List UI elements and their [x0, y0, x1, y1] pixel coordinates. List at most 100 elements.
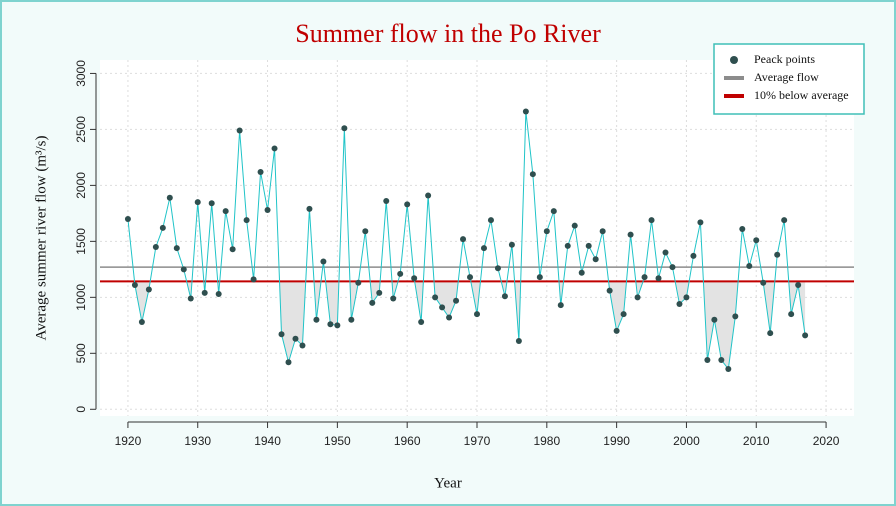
data-point	[648, 217, 655, 224]
data-point	[634, 294, 641, 301]
x-tick-label: 1980	[533, 434, 560, 448]
data-point	[292, 335, 299, 342]
data-line	[127, 111, 806, 371]
data-point	[404, 201, 411, 208]
legend-label: Peack points	[754, 52, 815, 66]
data-point	[557, 302, 564, 309]
data-point	[425, 192, 432, 199]
data-point	[494, 265, 501, 272]
data-point	[536, 274, 543, 281]
legend-marker	[730, 56, 738, 64]
data-point	[327, 321, 334, 328]
data-point	[585, 242, 592, 249]
data-point	[313, 316, 320, 323]
data-point	[795, 282, 802, 289]
data-point	[599, 228, 606, 235]
data-point	[767, 330, 774, 337]
y-tick-label: 2000	[74, 172, 88, 199]
data-point	[515, 337, 522, 344]
data-point	[732, 313, 739, 320]
data-point	[383, 198, 390, 205]
y-tick-label: 0	[74, 406, 88, 413]
data-point	[271, 145, 278, 152]
y-tick-label: 3000	[74, 60, 88, 87]
chart-title: Summer flow in the Po River	[295, 19, 601, 48]
data-point	[753, 237, 760, 244]
data-point	[159, 224, 166, 231]
x-axis-title: Year	[434, 475, 462, 491]
data-point	[501, 293, 508, 300]
data-point	[620, 311, 627, 318]
data-point	[746, 262, 753, 269]
x-tick-label: 1960	[394, 434, 421, 448]
data-point	[320, 258, 327, 265]
data-point	[278, 331, 285, 338]
data-point	[704, 357, 711, 364]
data-point	[446, 314, 453, 321]
data-point	[166, 194, 173, 201]
below-threshold-area	[127, 281, 806, 369]
data-point	[243, 217, 250, 224]
data-point	[187, 295, 194, 302]
data-point	[606, 287, 613, 294]
data-point	[641, 274, 648, 281]
data-point	[208, 200, 215, 207]
data-point	[487, 217, 494, 224]
data-point	[355, 279, 362, 286]
data-point	[669, 264, 676, 271]
legend-label: 10% below average	[754, 88, 849, 102]
data-point	[369, 299, 376, 306]
x-tick-label: 1940	[254, 434, 281, 448]
data-point	[411, 275, 418, 282]
data-point	[194, 199, 201, 206]
data-point	[362, 228, 369, 235]
data-point	[718, 357, 725, 364]
data-point	[725, 365, 732, 372]
data-point	[257, 168, 264, 175]
data-point	[390, 295, 397, 302]
x-tick-label: 2010	[743, 434, 770, 448]
data-point	[676, 301, 683, 308]
data-point	[564, 242, 571, 249]
data-point	[788, 311, 795, 318]
data-point	[201, 289, 208, 296]
x-tick-label: 1970	[464, 434, 491, 448]
data-point	[173, 245, 180, 252]
data-point	[418, 318, 425, 325]
data-point	[508, 241, 515, 248]
data-point	[250, 276, 257, 283]
data-point	[306, 205, 313, 212]
data-point	[683, 294, 690, 301]
data-point	[802, 332, 809, 339]
y-axis-title: Average summer river flow (m³/s)	[33, 136, 49, 341]
data-point	[460, 236, 467, 243]
data-point	[285, 359, 292, 366]
x-tick-label: 1950	[324, 434, 351, 448]
data-point	[760, 279, 767, 286]
data-point	[229, 246, 236, 253]
data-point	[474, 311, 480, 318]
data-point	[341, 125, 348, 132]
data-point	[711, 316, 718, 323]
data-point	[180, 266, 187, 273]
data-point	[578, 269, 585, 276]
y-tick-label: 500	[74, 343, 88, 363]
data-point	[264, 207, 271, 214]
data-point	[690, 252, 697, 259]
data-point	[627, 231, 634, 238]
data-point	[439, 304, 446, 311]
data-point	[550, 208, 557, 215]
y-tick-label: 1000	[74, 284, 88, 311]
data-point	[662, 249, 669, 256]
data-point	[529, 171, 536, 178]
data-point	[739, 226, 746, 233]
x-tick-label: 2000	[673, 434, 700, 448]
data-point	[222, 208, 229, 215]
data-point	[697, 219, 704, 226]
legend-label: Average flow	[754, 70, 819, 84]
data-point	[774, 251, 781, 258]
data-point	[467, 274, 474, 281]
data-point	[145, 286, 152, 293]
